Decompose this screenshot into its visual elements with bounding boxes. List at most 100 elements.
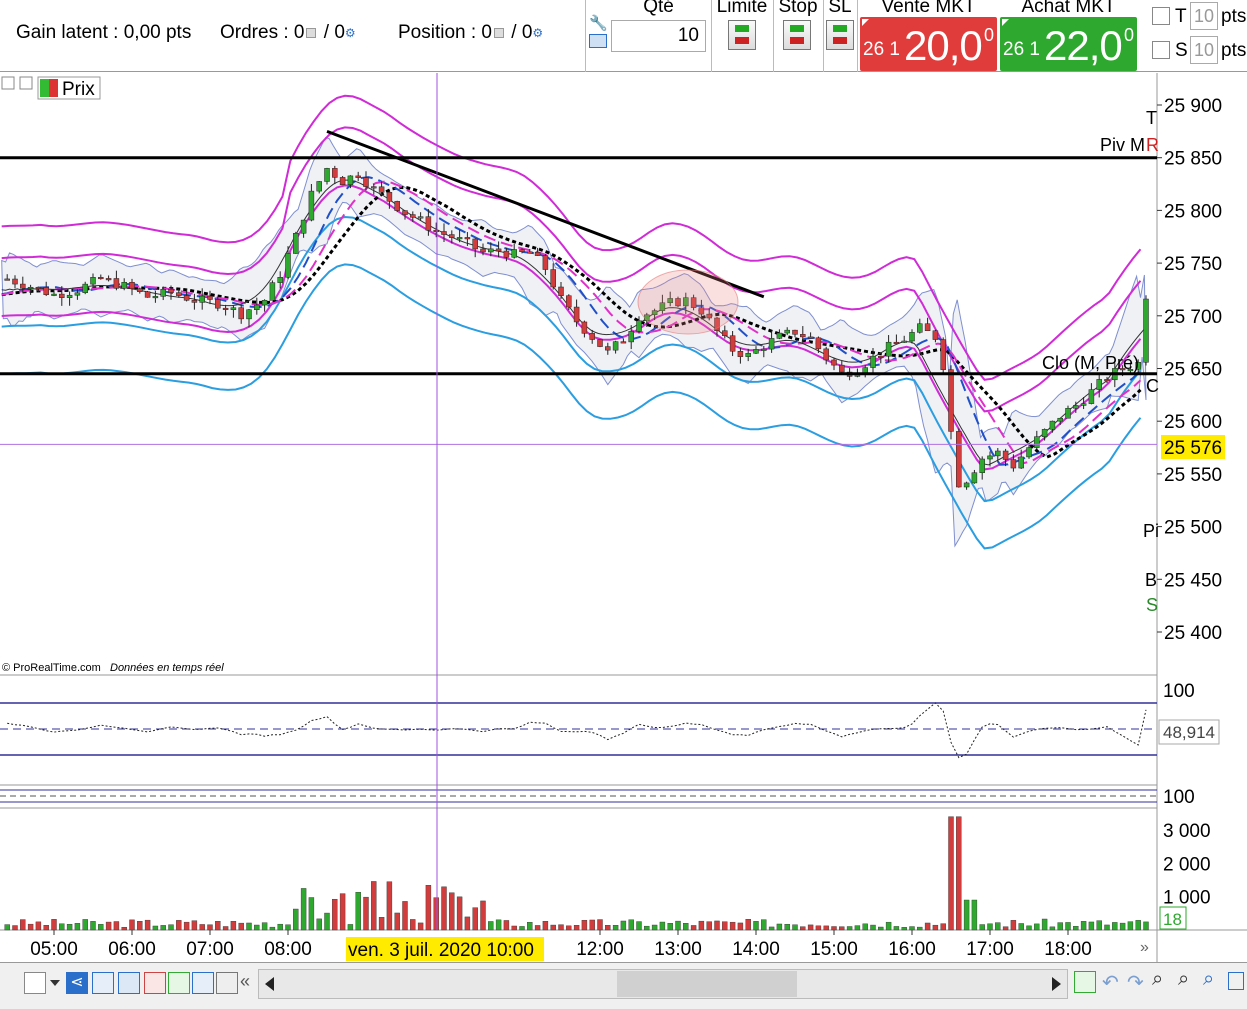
volume-bar <box>854 925 861 931</box>
volume-last-value: 18 <box>1163 910 1182 929</box>
price-legend-box[interactable] <box>37 76 101 100</box>
position-gear-icon[interactable]: ⚙ <box>532 25 544 40</box>
alerts-icon[interactable] <box>192 972 214 994</box>
orders-label: Ordres : 0 <box>220 22 305 43</box>
candle-body <box>870 355 876 368</box>
collapse-panel-icon[interactable] <box>1 76 15 90</box>
zoom-out-icon[interactable]: ⌕ <box>1178 968 1190 990</box>
portfolio-icon[interactable] <box>168 972 190 994</box>
volume-bar <box>823 925 829 931</box>
zoom-in-icon[interactable]: ⌕ <box>1203 968 1215 990</box>
buy-market-button[interactable]: 26 1 22,0 0 <box>1000 17 1137 71</box>
candle-body <box>675 298 681 307</box>
scroll-thumb[interactable] <box>617 971 797 997</box>
volume-bar <box>878 926 884 931</box>
collapse-toolbar-icon[interactable]: « <box>240 971 251 991</box>
volume-bar <box>207 924 213 931</box>
chevron-down-icon[interactable] <box>50 980 60 986</box>
candle-body <box>441 231 447 235</box>
volume-bar <box>581 920 588 931</box>
zoom-fit-icon[interactable]: ⌕ <box>1152 968 1164 990</box>
target-checkbox[interactable] <box>1152 7 1170 25</box>
order-toolbar: Gain latent : 0,00 pts Ordres : 0 / 0⚙ P… <box>0 0 1247 72</box>
volume-bar <box>425 885 432 931</box>
candle-body <box>792 329 798 335</box>
scroll-right-arrow-icon[interactable] <box>1052 977 1061 991</box>
candle-body <box>183 295 190 301</box>
chat-icon[interactable] <box>118 972 140 994</box>
credit-sub-text: Données en temps réel <box>110 662 224 674</box>
candle-body <box>1135 362 1141 370</box>
wrench-icon[interactable]: 🔧 <box>589 15 608 32</box>
stop-limit-order-button[interactable] <box>826 20 854 50</box>
candle-body <box>168 288 174 293</box>
orders-icon[interactable] <box>306 27 317 38</box>
target-points-input[interactable]: 10 <box>1190 2 1218 30</box>
share-icon[interactable]: ⋖ <box>66 972 88 994</box>
volume-bar <box>277 923 283 931</box>
candle-body <box>948 369 954 432</box>
undo-icon[interactable]: ↶ <box>1102 972 1119 994</box>
volume-bar <box>885 921 892 931</box>
stop-order-button[interactable] <box>783 20 811 50</box>
cash-icon[interactable] <box>1074 971 1096 993</box>
sell-market-button[interactable]: 26 1 20,0 0 <box>860 17 997 71</box>
orders-gear-icon[interactable]: ⚙ <box>344 25 356 40</box>
volume-bar <box>542 921 549 931</box>
volume-bar <box>1065 922 1071 931</box>
candle-body <box>885 341 892 357</box>
quantity-input[interactable] <box>611 20 706 52</box>
scroll-left-icon[interactable] <box>265 977 274 991</box>
volume-bar <box>776 923 783 931</box>
candle-body <box>784 329 790 334</box>
price-chart[interactable]: 25 400 25 450 25 500 25 550 25 600 25 650 25 7… <box>0 73 1247 962</box>
volume-bar <box>800 926 806 931</box>
target-pts-label: pts <box>1221 6 1247 27</box>
scroll-right-icon[interactable]: » <box>1140 939 1149 956</box>
candle-body <box>527 251 533 254</box>
fullscreen-icon[interactable] <box>1228 972 1244 990</box>
limit-order-button[interactable] <box>728 20 756 50</box>
sell-arrow-icon <box>862 19 869 26</box>
pink-moving-average <box>1 180 1142 465</box>
volume-bar <box>815 925 822 931</box>
candle-body <box>932 330 939 340</box>
chart-type-icon[interactable] <box>24 972 46 994</box>
sl-label: SL <box>828 0 852 17</box>
candle-body <box>425 216 432 231</box>
volume-bar <box>324 912 330 931</box>
candle-body <box>339 177 346 185</box>
book-icon[interactable] <box>92 972 114 994</box>
candle-body <box>308 190 315 221</box>
expand-panel-icon[interactable] <box>19 76 33 90</box>
trade-icon[interactable] <box>216 972 238 994</box>
stop-checkbox[interactable] <box>1152 41 1170 59</box>
volume-bar <box>495 919 502 931</box>
sell-price-prefix: 26 1 <box>863 39 900 60</box>
volume-tick-label: 2 000 <box>1163 854 1211 875</box>
volume-bar <box>839 926 845 931</box>
volume-bar <box>893 926 900 931</box>
time-scrollbar[interactable] <box>258 969 1068 999</box>
orders-icon[interactable] <box>144 972 166 994</box>
candle-body <box>324 168 330 182</box>
candle-body <box>901 340 907 343</box>
volume-bar <box>605 925 611 931</box>
price-tick-label: 25 700 <box>1164 307 1222 328</box>
c-label: C <box>1146 376 1159 396</box>
volume-bar <box>394 912 400 931</box>
stop-points-input[interactable]: 10 <box>1190 36 1218 64</box>
volume-bar <box>924 922 931 931</box>
volume-bar <box>589 919 595 931</box>
volume-bar <box>144 919 151 931</box>
trendline <box>326 129 765 299</box>
volume-bar <box>979 924 985 931</box>
time-tick-label: 17:00 <box>966 939 1014 960</box>
volume-bar <box>761 919 767 931</box>
keyboard-icon[interactable] <box>589 34 607 48</box>
volume-bar <box>963 899 970 931</box>
volume-bar <box>729 921 736 931</box>
redo-icon[interactable]: ↷ <box>1127 972 1144 994</box>
volume-bar <box>59 923 65 931</box>
position-icon[interactable] <box>494 27 504 38</box>
